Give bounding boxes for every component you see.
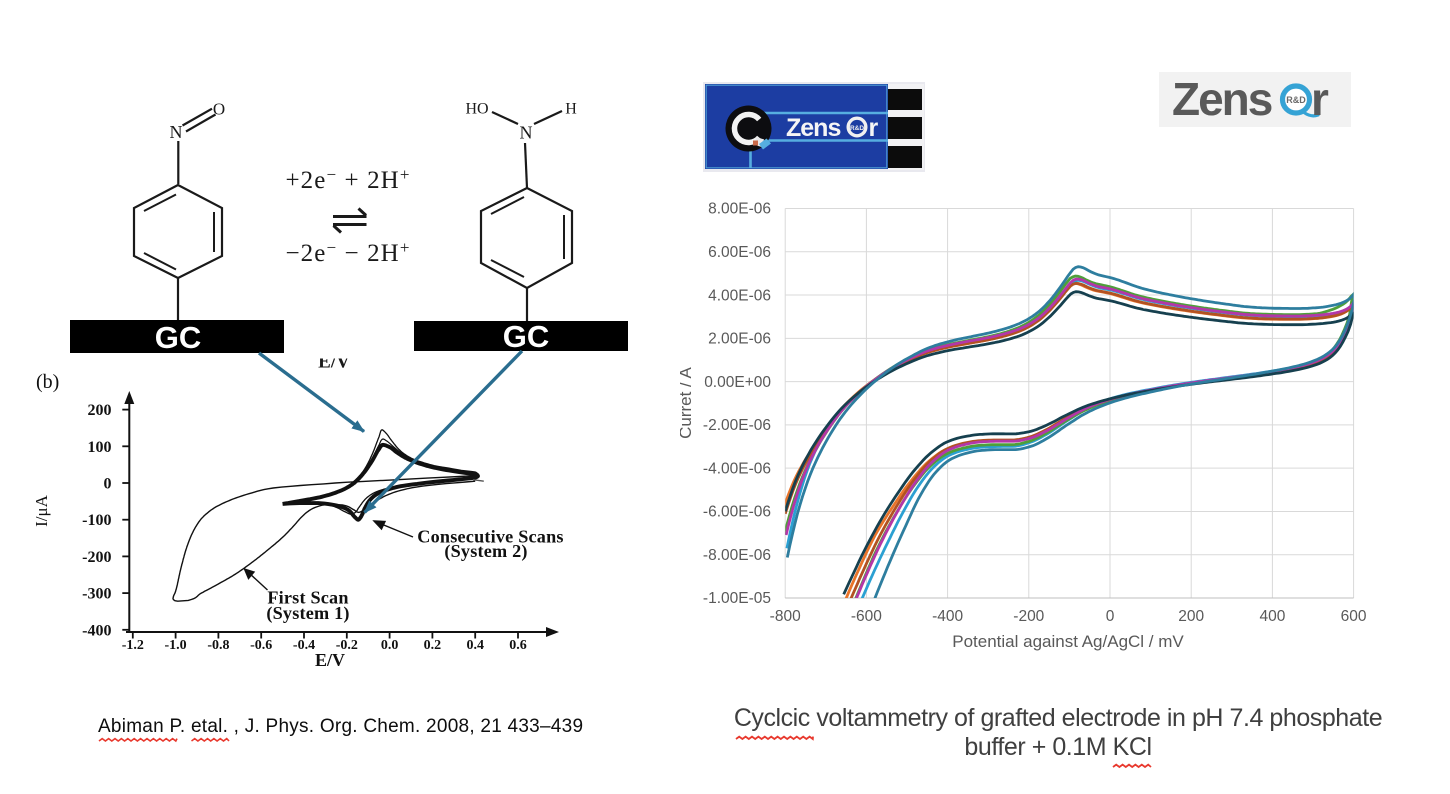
svg-text:E/V: E/V xyxy=(318,352,350,373)
svg-text:-0.6: -0.6 xyxy=(250,638,272,653)
svg-text:(b): (b) xyxy=(36,371,59,393)
svg-text:200: 200 xyxy=(1178,608,1204,625)
svg-text:+2e− + 2H+: +2e− + 2H+ xyxy=(285,165,410,194)
svg-text:E/V: E/V xyxy=(315,650,345,670)
svg-text:-600: -600 xyxy=(851,608,882,625)
svg-text:Zens: Zens xyxy=(786,114,840,142)
svg-text:HO: HO xyxy=(465,101,488,118)
svg-text:GC: GC xyxy=(503,319,550,354)
svg-text:(System 2): (System 2) xyxy=(444,541,527,562)
svg-text:-4.00E-06: -4.00E-06 xyxy=(703,460,771,477)
svg-text:Zens: Zens xyxy=(1172,73,1272,125)
svg-text:-6.00E-06: -6.00E-06 xyxy=(703,504,771,521)
svg-text:-100: -100 xyxy=(82,512,111,529)
svg-text:R&D: R&D xyxy=(850,125,864,132)
svg-text:First Scan: First Scan xyxy=(267,588,348,608)
svg-text:-300: -300 xyxy=(82,586,111,603)
svg-text:600: 600 xyxy=(1341,608,1367,625)
svg-text:0.2: 0.2 xyxy=(424,638,442,653)
svg-text:N: N xyxy=(170,122,183,142)
svg-text:0.4: 0.4 xyxy=(466,638,484,653)
svg-text:0: 0 xyxy=(1106,608,1115,625)
svg-text:I/μA: I/μA xyxy=(32,494,51,526)
svg-text:-0.4: -0.4 xyxy=(293,638,315,653)
svg-text:r: r xyxy=(869,114,879,142)
svg-text:H: H xyxy=(565,101,577,118)
svg-text:6.00E-06: 6.00E-06 xyxy=(708,244,771,261)
svg-text:−2e− − 2H+: −2e− − 2H+ xyxy=(285,238,410,267)
svg-text:4.00E-06: 4.00E-06 xyxy=(708,287,771,304)
svg-text:400: 400 xyxy=(1259,608,1285,625)
svg-text:R&D: R&D xyxy=(1286,95,1306,105)
svg-text:2.00E-06: 2.00E-06 xyxy=(708,331,771,348)
svg-text:Potential against Ag/AgCl / mV: Potential against Ag/AgCl / mV xyxy=(952,632,1184,651)
svg-text:Consecutive Scans: Consecutive Scans xyxy=(417,527,563,547)
svg-text:-200: -200 xyxy=(82,549,111,566)
svg-text:-2.00E-06: -2.00E-06 xyxy=(703,417,771,434)
svg-text:GC: GC xyxy=(155,320,202,355)
svg-text:Curret / A: Curret / A xyxy=(680,366,695,438)
svg-text:r: r xyxy=(1311,73,1329,125)
svg-text:N: N xyxy=(520,123,533,143)
svg-text:-800: -800 xyxy=(770,608,801,625)
svg-text:0.0: 0.0 xyxy=(381,638,399,653)
svg-text:-8.00E-06: -8.00E-06 xyxy=(703,547,771,564)
svg-text:O: O xyxy=(213,100,225,119)
svg-text:-400: -400 xyxy=(932,608,963,625)
svg-text:-1.00E-05: -1.00E-05 xyxy=(703,590,771,607)
svg-text:0.00E+00: 0.00E+00 xyxy=(704,374,771,391)
svg-text:(System 1): (System 1) xyxy=(266,603,349,624)
svg-text:0: 0 xyxy=(104,476,112,493)
svg-text:0.6: 0.6 xyxy=(509,638,527,653)
svg-text:-1.2: -1.2 xyxy=(122,638,144,653)
svg-text:100: 100 xyxy=(88,439,112,456)
svg-text:-400: -400 xyxy=(82,622,111,639)
svg-text:8.00E-06: 8.00E-06 xyxy=(708,201,771,218)
svg-text:-0.8: -0.8 xyxy=(207,638,229,653)
svg-text:-200: -200 xyxy=(1013,608,1044,625)
svg-text:200: 200 xyxy=(88,402,112,419)
svg-text:-1.0: -1.0 xyxy=(165,638,187,653)
svg-text:-0.2: -0.2 xyxy=(336,638,358,653)
